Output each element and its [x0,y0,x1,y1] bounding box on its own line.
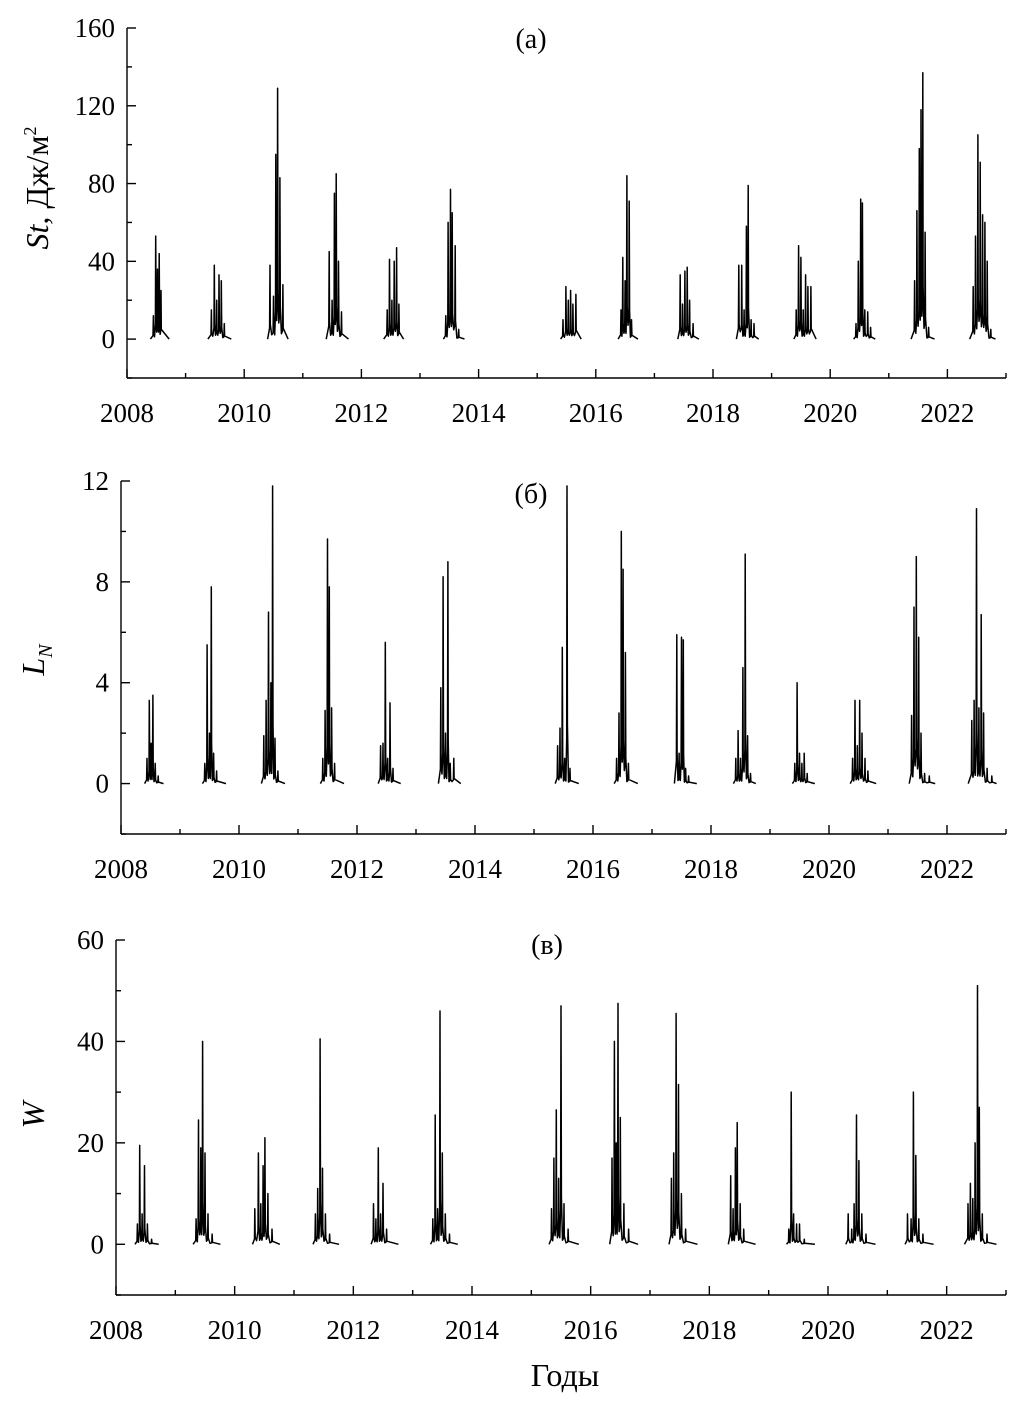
series-season-6 [437,560,462,785]
series-season-4 [319,538,345,785]
y-tick-label: 160 [75,13,116,43]
x-tick-label: 2016 [566,854,620,884]
series-season-9 [668,1012,698,1246]
y-tick-label: 40 [77,1026,104,1056]
y-axis-title-main: L [15,658,51,677]
x-tick-label: 2010 [212,854,266,884]
series-season-9 [677,266,700,340]
series-season-5 [370,1147,399,1246]
series-season-8 [613,530,639,785]
series-season-3 [266,87,289,340]
y-axis-title-unit: Дж/м [19,136,55,209]
x-tick-label: 2018 [686,398,740,428]
series-season-2 [201,586,227,785]
panel-label: (б) [515,479,548,510]
series-season-3 [260,485,286,785]
y-tick-label: 20 [77,1128,104,1158]
series-season-13 [908,555,936,785]
y-tick-label: 40 [88,246,115,276]
x-tick-label: 2016 [564,1315,618,1345]
series-season-2 [192,1040,221,1246]
y-tick-label: 4 [96,668,110,698]
x-tick-label: 2014 [448,854,503,884]
panel-1: 0 40 80 120 160 2008 2010 2012 2014 2016 2018 2020 2… [19,13,1007,428]
series-season-8 [617,175,639,340]
x-axis-title: Годы [531,1357,600,1393]
series-season-6 [442,188,465,340]
x-tick-label: 2010 [208,1315,262,1345]
panel-3: 0 20 40 60 2008 2010 2012 2014 2016 2018 2020 2022 (… [15,925,1007,1345]
series-season-12 [845,1114,876,1246]
series-season-1 [143,694,164,785]
y-tick-label: 0 [91,1229,105,1259]
series-season-5 [383,246,405,340]
series-season-13 [904,1091,934,1246]
x-tick-label: 2008 [100,398,154,428]
series-season-10 [727,1121,756,1246]
x-tick-label: 2012 [334,398,388,428]
y-axis-title-main: W [15,1098,51,1128]
y-tick-label: 12 [82,466,109,496]
x-tick-label: 2022 [920,398,974,428]
x-tick-label: 2018 [682,1315,736,1345]
x-tick-label: 2008 [94,854,148,884]
x-tick-label: 2012 [330,854,384,884]
series-season-11 [793,245,817,340]
y-tick-label: 8 [96,567,110,597]
series-season-7 [548,1005,580,1246]
y-axis-title-main: St, [19,217,55,250]
x-tick-label: 2016 [569,398,623,428]
series-season-14 [967,507,997,785]
x-tick-label: 2014 [452,398,507,428]
x-tick-label: 2022 [920,854,974,884]
series-season-9 [673,634,697,785]
series-season-6 [429,1010,458,1246]
y-axis-title: LN [15,643,57,677]
x-tick-label: 2010 [217,398,271,428]
y-tick-label: 0 [96,769,110,799]
series-season-12 [853,198,876,340]
series-season-7 [559,285,582,340]
series-season-13 [910,71,935,340]
x-tick-label: 2020 [801,1315,855,1345]
panel-label: (a) [515,24,546,55]
series-season-5 [377,641,401,785]
y-axis-title: W [15,1098,51,1128]
series-season-14 [963,984,997,1246]
series-season-11 [785,1091,815,1246]
panel-2: 0 4 8 12 2008 2010 2012 2014 2016 2018 2020 2022 (б)… [15,466,1007,884]
x-tick-label: 2018 [684,854,738,884]
x-tick-label: 2022 [920,1315,974,1345]
series-season-14 [969,134,996,340]
series-season-3 [251,1137,281,1245]
series-season-12 [849,699,877,785]
y-axis-title-sup: 2 [20,127,40,136]
series-season-4 [312,1038,340,1246]
series-season-11 [791,681,815,785]
series-season-1 [134,1144,159,1246]
panel-label: (в) [531,930,563,961]
series-season-8 [608,1002,639,1246]
x-tick-label: 2012 [326,1315,380,1345]
series-season-10 [735,184,760,340]
y-axis-title: St, Дж/м2 [19,127,55,250]
series-season-1 [149,235,170,340]
x-tick-label: 2020 [802,854,856,884]
x-tick-label: 2014 [445,1315,500,1345]
y-tick-label: 120 [75,91,116,121]
series-season-2 [207,264,232,340]
y-tick-label: 0 [102,324,116,354]
series-season-4 [325,173,349,340]
x-tick-label: 2008 [89,1315,143,1345]
y-axis-title-sub: N [35,643,57,659]
series-season-10 [732,553,757,785]
y-tick-label: 80 [88,169,115,199]
x-tick-label: 2020 [803,398,857,428]
y-tick-label: 60 [77,925,104,955]
series-season-7 [554,485,580,785]
